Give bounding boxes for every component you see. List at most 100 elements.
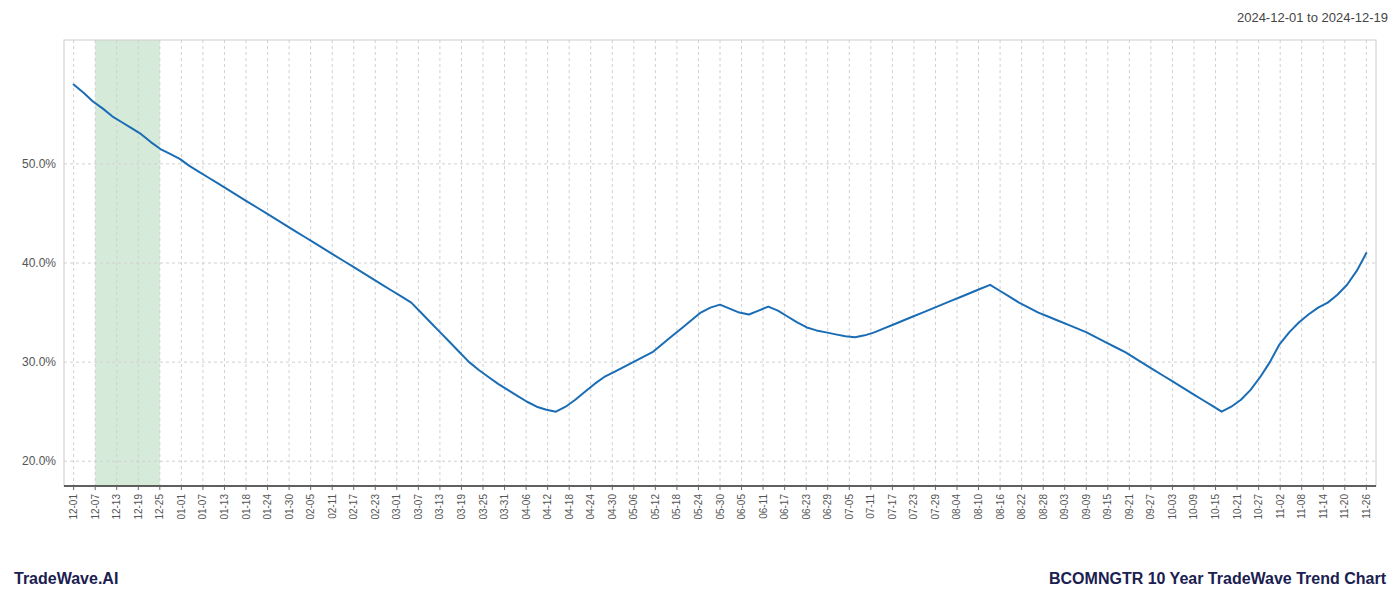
x-tick-label: 06-29 — [822, 494, 833, 520]
x-grid-line — [590, 40, 591, 486]
x-tick-label: 10-27 — [1253, 494, 1264, 520]
x-tick — [483, 486, 484, 490]
x-tick — [633, 486, 634, 490]
x-tick — [935, 486, 936, 490]
x-tick-label: 11-02 — [1275, 494, 1286, 519]
x-tick-label: 01-30 — [284, 494, 295, 520]
x-tick-label: 03-01 — [391, 494, 402, 520]
x-tick — [1366, 486, 1367, 490]
y-tick-label: 20.0% — [22, 454, 56, 468]
x-tick — [1215, 486, 1216, 490]
x-tick-label: 07-11 — [865, 494, 876, 519]
x-tick — [159, 486, 160, 490]
x-tick — [806, 486, 807, 490]
x-tick — [741, 486, 742, 490]
x-tick-label: 09-03 — [1059, 494, 1070, 520]
x-tick-label: 04-12 — [542, 494, 553, 520]
x-grid-line — [913, 40, 914, 486]
x-tick — [439, 486, 440, 490]
x-tick — [332, 486, 333, 490]
x-tick-label: 02-05 — [305, 494, 316, 520]
x-tick-label: 01-07 — [197, 494, 208, 520]
x-tick-label: 06-05 — [736, 494, 747, 520]
x-tick-label: 03-25 — [478, 494, 489, 520]
x-grid-line — [267, 40, 268, 486]
x-tick-label: 11-08 — [1296, 494, 1307, 519]
x-tick-label: 12-19 — [133, 494, 144, 520]
x-tick-label: 11-14 — [1318, 494, 1329, 519]
y-tick-label: 50.0% — [22, 157, 56, 171]
x-grid-line — [1215, 40, 1216, 486]
x-tick — [956, 486, 957, 490]
x-tick-label: 12-25 — [154, 494, 165, 520]
x-tick — [1280, 486, 1281, 490]
x-tick — [590, 486, 591, 490]
plot-area — [64, 40, 1376, 486]
x-grid-line — [332, 40, 333, 486]
title: BCOMNGTR 10 Year TradeWave Trend Chart — [1049, 570, 1387, 587]
x-tick — [504, 486, 505, 490]
x-tick-label: 08-04 — [951, 494, 962, 520]
x-tick — [353, 486, 354, 490]
x-tick — [73, 486, 74, 490]
y-grid-line — [64, 461, 1376, 462]
x-grid-line — [375, 40, 376, 486]
y-grid-line — [64, 163, 1376, 164]
x-grid-line — [956, 40, 957, 486]
annotation: TradeWave.AI — [14, 570, 118, 587]
x-tick-label: 05-24 — [693, 494, 704, 520]
y-tick-label: 30.0% — [22, 355, 56, 369]
x-grid-line — [655, 40, 656, 486]
x-tick — [246, 486, 247, 490]
x-tick — [1000, 486, 1001, 490]
x-tick — [720, 486, 721, 490]
x-tick-label: 03-07 — [413, 494, 424, 520]
x-grid-line — [1021, 40, 1022, 486]
x-tick — [1086, 486, 1087, 490]
x-tick-label: 05-12 — [650, 494, 661, 520]
x-grid-line — [741, 40, 742, 486]
x-tick — [569, 486, 570, 490]
x-tick — [267, 486, 268, 490]
x-tick — [418, 486, 419, 490]
x-tick-label: 04-18 — [564, 494, 575, 520]
data-line — [74, 85, 1367, 412]
x-tick-label: 07-05 — [844, 494, 855, 520]
x-tick-label: 07-23 — [908, 494, 919, 520]
x-tick-label: 02-11 — [327, 494, 338, 519]
x-tick — [978, 486, 979, 490]
x-grid-line — [806, 40, 807, 486]
x-tick-label: 02-17 — [348, 494, 359, 520]
x-tick — [913, 486, 914, 490]
x-tick-label: 10-03 — [1167, 494, 1178, 520]
x-tick-label: 10-15 — [1210, 494, 1221, 520]
x-tick-label: 04-30 — [607, 494, 618, 520]
x-tick-label: 05-18 — [671, 494, 682, 520]
x-tick — [1129, 486, 1130, 490]
x-tick-label: 12-07 — [90, 494, 101, 520]
subtitle: 2024-12-01 to 2024-12-19 — [1237, 10, 1388, 25]
x-tick — [224, 486, 225, 490]
x-tick-label: 10-21 — [1232, 494, 1243, 520]
x-tick-label: 05-30 — [715, 494, 726, 520]
x-tick-label: 08-28 — [1038, 494, 1049, 520]
x-tick — [461, 486, 462, 490]
x-tick-label: 03-13 — [434, 494, 445, 520]
x-tick — [116, 486, 117, 490]
x-tick — [310, 486, 311, 490]
x-tick-label: 12-13 — [111, 494, 122, 520]
x-tick — [181, 486, 182, 490]
x-tick — [1323, 486, 1324, 490]
x-tick-label: 10-09 — [1188, 494, 1199, 520]
x-tick-label: 05-06 — [628, 494, 639, 520]
x-tick — [784, 486, 785, 490]
x-tick-label: 08-16 — [995, 494, 1006, 520]
x-tick-label: 09-09 — [1081, 494, 1092, 520]
x-tick — [289, 486, 290, 490]
x-tick-label: 06-23 — [801, 494, 812, 520]
x-tick — [1043, 486, 1044, 490]
x-tick — [1150, 486, 1151, 490]
y-tick-label: 40.0% — [22, 256, 56, 270]
x-tick-label: 03-19 — [456, 494, 467, 520]
x-tick — [870, 486, 871, 490]
